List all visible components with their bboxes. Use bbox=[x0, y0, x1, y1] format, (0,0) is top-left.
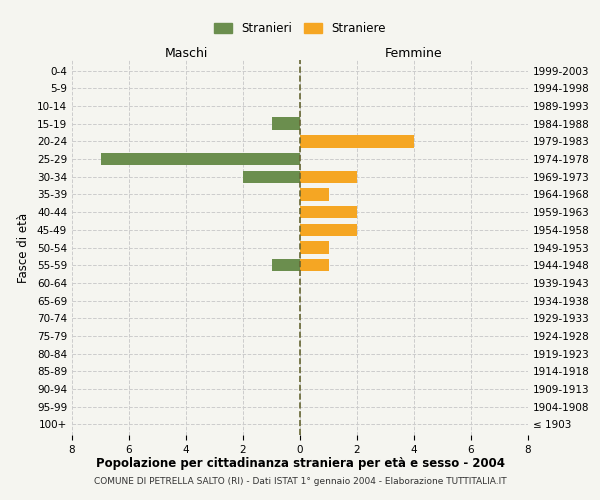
Legend: Stranieri, Straniere: Stranieri, Straniere bbox=[209, 17, 391, 40]
Bar bbox=[300, 188, 329, 200]
Bar bbox=[243, 170, 300, 183]
Text: Maschi: Maschi bbox=[164, 47, 208, 60]
Y-axis label: Anni di nascita: Anni di nascita bbox=[596, 204, 600, 291]
Bar bbox=[271, 118, 300, 130]
Bar bbox=[271, 259, 300, 272]
Text: Popolazione per cittadinanza straniera per età e sesso - 2004: Popolazione per cittadinanza straniera p… bbox=[95, 458, 505, 470]
Bar bbox=[300, 242, 329, 254]
Text: COMUNE DI PETRELLA SALTO (RI) - Dati ISTAT 1° gennaio 2004 - Elaborazione TUTTIT: COMUNE DI PETRELLA SALTO (RI) - Dati IST… bbox=[94, 478, 506, 486]
Bar bbox=[300, 259, 329, 272]
Y-axis label: Fasce di età: Fasce di età bbox=[17, 212, 30, 282]
Bar bbox=[300, 170, 357, 183]
Bar bbox=[300, 135, 414, 147]
Text: Femmine: Femmine bbox=[385, 47, 443, 60]
Bar bbox=[101, 153, 300, 165]
Bar bbox=[300, 224, 357, 236]
Bar bbox=[300, 206, 357, 218]
